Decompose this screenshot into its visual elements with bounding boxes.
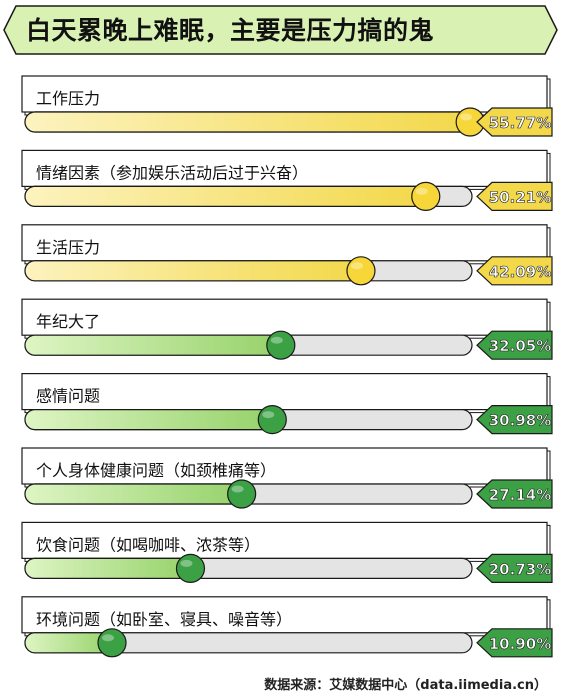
bar-knob-shine (270, 336, 283, 344)
value-label: 30.98% (489, 412, 551, 430)
bar-fill (24, 483, 243, 505)
bar-fill (24, 557, 192, 580)
bar-knob-shine (460, 113, 473, 121)
title-banner-shape (3, 5, 558, 55)
label-card (21, 596, 548, 634)
chart-title: 白天累晚上难眠，主要是压力搞的鬼 (26, 16, 435, 45)
bar-fill (24, 185, 427, 207)
bar-knob (97, 628, 127, 658)
bar-row-5: 感情问题 30.98% (21, 373, 553, 435)
label-card (21, 75, 548, 113)
title-banner: 白天累晚上难眠，主要是压力搞的鬼 (0, 0, 561, 60)
value-label: 55.77% (489, 114, 551, 132)
bar-knob (411, 181, 441, 211)
label-card (21, 298, 548, 336)
value-tag (476, 553, 553, 584)
bar-fill (24, 260, 362, 282)
category-label: 情绪因素（参加娱乐活动后过于兴奋） (36, 163, 308, 182)
value-label: 50.21% (489, 188, 551, 206)
category-label: 工作压力 (36, 89, 100, 108)
bar-row-1: 工作压力 55.77% (21, 75, 553, 137)
bar-fill (24, 409, 273, 431)
bar-knob-shine (262, 411, 275, 419)
bar-knob (266, 330, 296, 360)
value-tag (476, 330, 553, 360)
category-label: 环境问题（如卧室、寝具、噪音等） (36, 610, 292, 629)
category-label: 感情问题 (36, 387, 100, 406)
bar-row-6: 个人身体健康问题（如颈椎痛等） 27.14% (21, 447, 553, 509)
bar-fill (24, 111, 471, 133)
bar-knob-shine (350, 262, 363, 270)
value-tag (476, 479, 553, 509)
bar-knob (257, 405, 287, 435)
value-tag (476, 405, 553, 435)
category-label: 个人身体健康问题（如颈椎痛等） (36, 461, 276, 480)
value-tag (476, 181, 553, 211)
value-label: 20.73% (489, 560, 551, 578)
data-source: 数据来源：艾媒数据中心（data.iimedia.cn） (264, 678, 547, 693)
bar-row-2: 情绪因素（参加娱乐活动后过于兴奋） 50.21% (21, 149, 553, 211)
category-label: 生活压力 (36, 238, 100, 257)
bar-knob-shine (102, 634, 115, 642)
category-label: 饮食问题（如喝咖啡、浓茶等） (36, 535, 260, 554)
label-card (21, 447, 548, 485)
bar-knob (175, 553, 206, 584)
value-tag (476, 628, 553, 658)
value-label: 32.05% (489, 337, 551, 355)
bar-row-8: 环境问题（如卧室、寝具、噪音等） 10.90% (21, 596, 553, 658)
bar-knob (346, 256, 376, 286)
value-label: 27.14% (489, 486, 551, 504)
bar-knob-shine (180, 559, 193, 567)
value-label: 10.90% (489, 635, 551, 653)
bar-fill (24, 334, 282, 356)
label-card (21, 224, 548, 262)
bar-knob-shine (415, 187, 428, 195)
label-card (21, 521, 548, 560)
category-label: 年纪大了 (36, 312, 100, 331)
value-tag (476, 107, 553, 137)
bar-knob-shine (231, 485, 244, 493)
value-label: 42.09% (489, 263, 551, 281)
label-card (21, 373, 548, 411)
bar-row-4: 年纪大了 32.05% (21, 298, 553, 360)
bar-knob (227, 479, 257, 509)
bar-row-7: 饮食问题（如喝咖啡、浓茶等） 20.73% (21, 521, 553, 584)
value-tag (476, 256, 553, 286)
label-card (21, 149, 548, 187)
bar-row-3: 生活压力 42.09% (21, 224, 553, 286)
